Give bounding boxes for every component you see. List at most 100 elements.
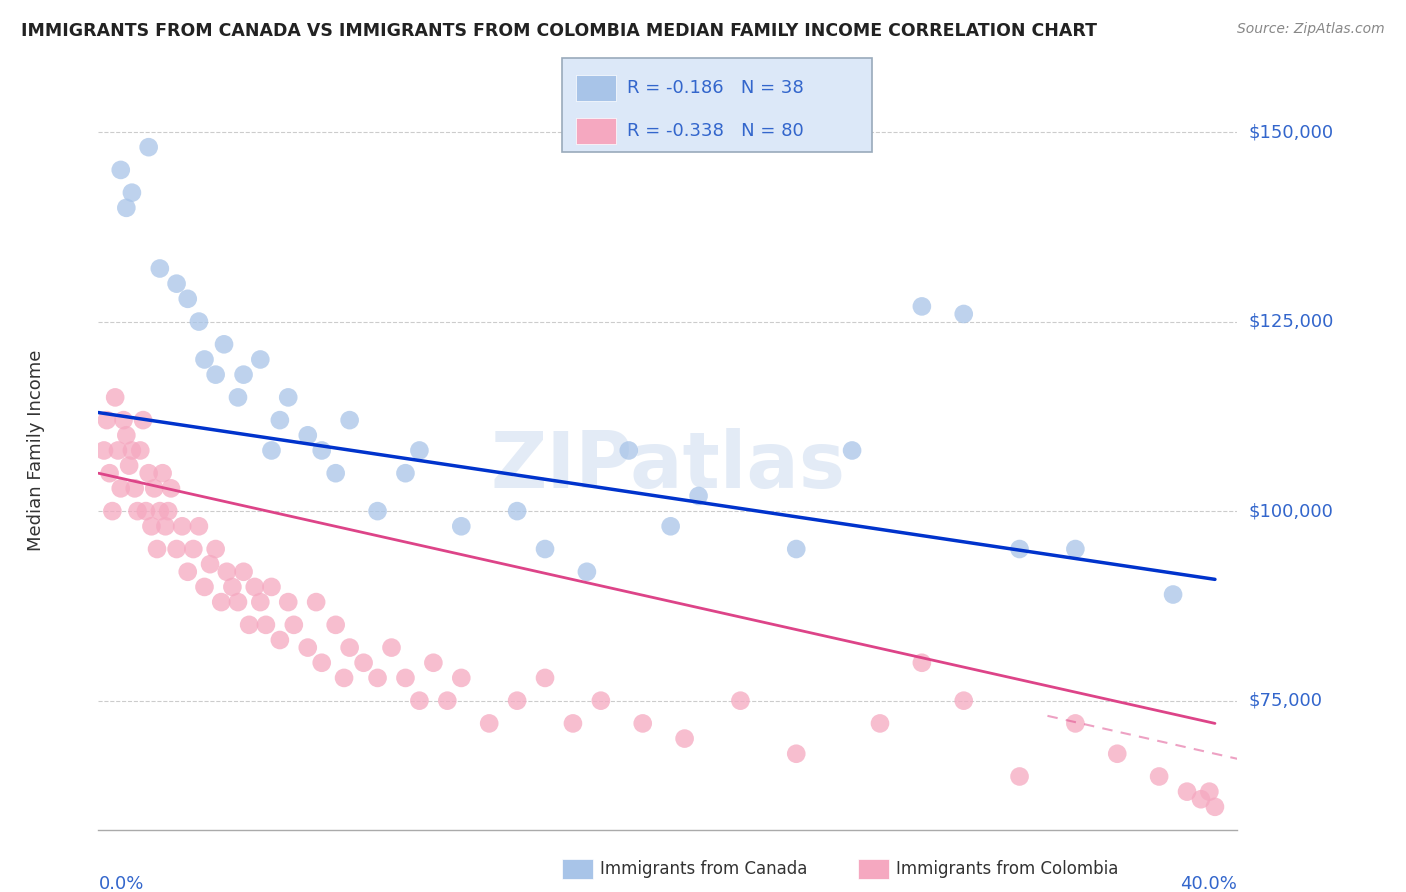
Text: $75,000: $75,000 [1249, 691, 1323, 710]
Point [575, 565, 598, 579]
Point [534, 542, 557, 557]
Point [1008, 542, 1031, 557]
Point [380, 640, 402, 655]
Point [673, 731, 696, 746]
Point [96, 413, 118, 427]
Point [260, 443, 283, 458]
Point [215, 565, 238, 579]
Point [339, 640, 361, 655]
Point [146, 542, 169, 557]
Point [422, 656, 444, 670]
Text: 0.0%: 0.0% [98, 875, 143, 892]
Point [1147, 769, 1170, 784]
Text: $125,000: $125,000 [1249, 312, 1334, 331]
Point [209, 595, 232, 609]
Point [394, 466, 416, 480]
Point [1008, 769, 1031, 784]
Point [339, 413, 361, 427]
Point [311, 656, 333, 670]
Point [1204, 800, 1226, 814]
Point [198, 557, 221, 572]
Point [135, 504, 157, 518]
Text: Immigrants from Canada: Immigrants from Canada [600, 860, 807, 878]
Point [187, 315, 209, 329]
Point [311, 443, 333, 458]
Point [283, 617, 305, 632]
Point [132, 413, 155, 427]
Point [1064, 542, 1087, 557]
Text: $150,000: $150,000 [1249, 123, 1333, 141]
Point [297, 640, 319, 655]
Text: R = -0.338   N = 80: R = -0.338 N = 80 [627, 122, 804, 140]
Point [160, 482, 183, 496]
Point [260, 580, 283, 594]
Point [166, 542, 188, 557]
Point [98, 466, 121, 480]
Text: Immigrants from Colombia: Immigrants from Colombia [896, 860, 1118, 878]
Point [589, 694, 612, 708]
Point [297, 428, 319, 442]
Point [107, 443, 129, 458]
Point [869, 716, 891, 731]
Point [101, 504, 124, 518]
Point [911, 656, 934, 670]
Point [277, 391, 299, 405]
Point [394, 671, 416, 685]
Point [249, 352, 271, 367]
Point [730, 694, 752, 708]
Point [177, 292, 200, 306]
Point [450, 519, 472, 533]
Point [238, 617, 260, 632]
Point [478, 716, 501, 731]
Point [562, 716, 585, 731]
Point [408, 443, 430, 458]
Point [785, 747, 807, 761]
Point [911, 300, 934, 314]
Point [659, 519, 682, 533]
Point [112, 413, 135, 427]
Point [221, 580, 243, 594]
Point [93, 443, 115, 458]
Point [166, 277, 188, 291]
Point [104, 391, 127, 405]
Text: R = -0.186   N = 38: R = -0.186 N = 38 [627, 79, 804, 97]
Point [226, 595, 249, 609]
Point [118, 458, 141, 473]
Point [1198, 785, 1220, 799]
Point [121, 443, 143, 458]
Point [450, 671, 472, 685]
Point [367, 504, 389, 518]
Point [269, 633, 291, 648]
Point [1189, 792, 1212, 806]
Text: Source: ZipAtlas.com: Source: ZipAtlas.com [1237, 22, 1385, 37]
Point [138, 140, 160, 154]
Point [149, 261, 172, 276]
Point [155, 519, 177, 533]
Point [115, 201, 138, 215]
Point [785, 542, 807, 557]
Point [1064, 716, 1087, 731]
Point [110, 482, 132, 496]
Point [269, 413, 291, 427]
Point [436, 694, 458, 708]
Point [249, 595, 271, 609]
Point [506, 694, 529, 708]
Point [232, 565, 254, 579]
Point [353, 656, 375, 670]
Point [408, 694, 430, 708]
Point [124, 482, 146, 496]
Point [277, 595, 299, 609]
Point [243, 580, 266, 594]
Point [193, 580, 215, 594]
Point [204, 542, 226, 557]
Point [305, 595, 328, 609]
Point [333, 671, 356, 685]
Point [138, 466, 160, 480]
Point [172, 519, 194, 533]
Point [183, 542, 205, 557]
Point [193, 352, 215, 367]
Point [141, 519, 163, 533]
Point [631, 716, 654, 731]
Point [157, 504, 180, 518]
Point [952, 694, 974, 708]
